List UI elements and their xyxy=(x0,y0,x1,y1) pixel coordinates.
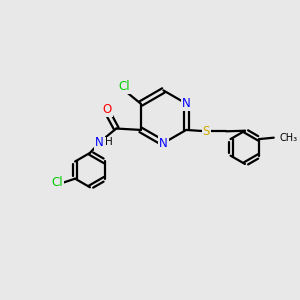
Text: Cl: Cl xyxy=(52,176,63,189)
Text: H: H xyxy=(105,137,113,147)
Text: Cl: Cl xyxy=(118,80,130,94)
Text: O: O xyxy=(103,103,112,116)
Text: CH₃: CH₃ xyxy=(280,133,298,143)
Text: N: N xyxy=(182,97,190,110)
Text: N: N xyxy=(95,136,104,149)
Text: S: S xyxy=(202,125,210,138)
Text: N: N xyxy=(159,136,168,150)
